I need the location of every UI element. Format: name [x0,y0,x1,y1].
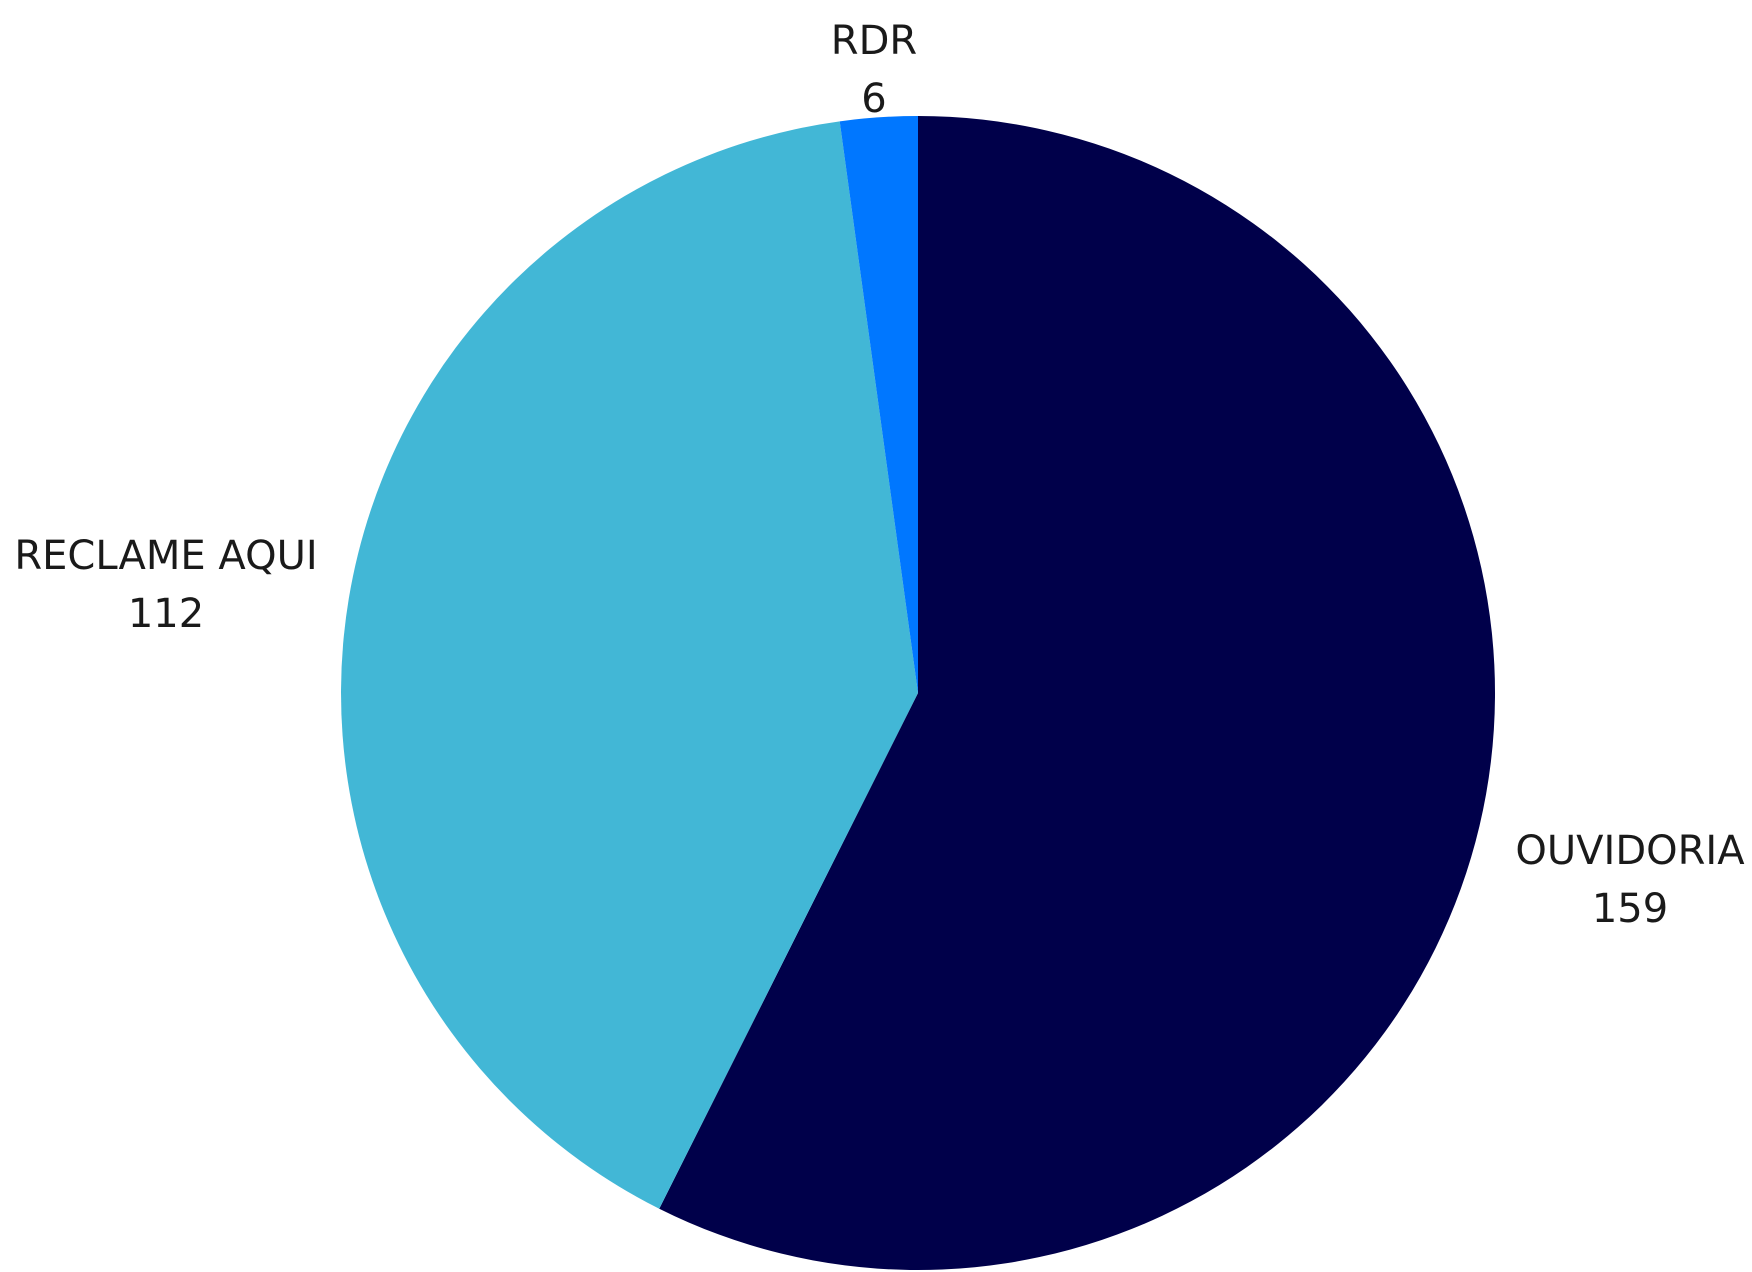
slice-label-ouvidoria: OUVIDORIA 159 [1515,828,1745,932]
slice-category: RDR [831,18,917,64]
slice-value: 159 [1592,886,1668,932]
slice-value: 112 [128,591,204,637]
pie-slice-reclame-aqui [341,121,918,1209]
slice-category: OUVIDORIA [1515,828,1745,874]
pie-slice-rdr [839,116,918,693]
slice-label-reclame-aqui: RECLAME AQUI 112 [14,533,317,637]
slice-value: 6 [861,76,886,122]
slice-category: RECLAME AQUI [14,533,317,579]
pie-labels: OUVIDORIA 159 RECLAME AQUI 112 RDR 6 [14,18,1745,932]
pie-slice-ouvidoria [659,116,1496,1270]
pie-slices [341,116,1496,1270]
slice-label-rdr: RDR 6 [831,18,917,122]
